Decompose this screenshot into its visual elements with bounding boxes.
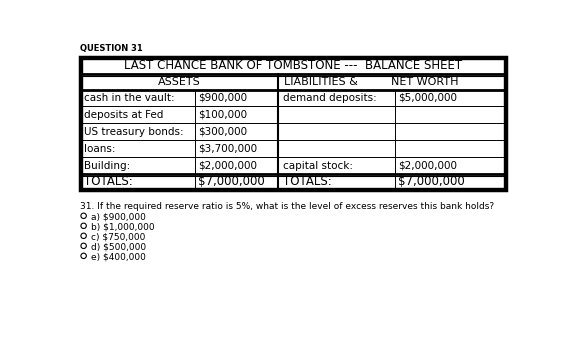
Text: e) $400,000: e) $400,000 (92, 253, 146, 262)
Text: capital stock:: capital stock: (283, 161, 353, 171)
Text: LIABILITIES &: LIABILITIES & (284, 77, 358, 87)
Text: 31. If the required reserve ratio is 5%, what is the level of excess reserves th: 31. If the required reserve ratio is 5%,… (79, 202, 494, 211)
Text: LAST CHANCE BANK OF TOMBSTONE ---  BALANCE SHEET: LAST CHANCE BANK OF TOMBSTONE --- BALANC… (124, 59, 462, 72)
Bar (79, 57, 506, 190)
Text: $900,000: $900,000 (198, 93, 247, 103)
Text: $2,000,000: $2,000,000 (398, 161, 457, 171)
Text: NET WORTH: NET WORTH (391, 77, 459, 87)
Text: $100,000: $100,000 (198, 110, 247, 120)
Text: b) $1,000,000: b) $1,000,000 (92, 223, 155, 232)
Text: US treasury bonds:: US treasury bonds: (85, 127, 184, 137)
Text: deposits at Fed: deposits at Fed (85, 110, 164, 120)
Text: a) $900,000: a) $900,000 (92, 213, 146, 222)
Bar (82, 59, 504, 188)
Text: $300,000: $300,000 (198, 127, 247, 137)
Text: Building:: Building: (85, 161, 131, 171)
Text: $7,000,000: $7,000,000 (198, 175, 265, 188)
Text: d) $500,000: d) $500,000 (92, 243, 146, 252)
Text: $2,000,000: $2,000,000 (198, 161, 257, 171)
Text: QUESTION 31: QUESTION 31 (79, 44, 142, 53)
Text: $5,000,000: $5,000,000 (398, 93, 457, 103)
Text: TOTALS:: TOTALS: (283, 175, 331, 188)
Text: c) $750,000: c) $750,000 (92, 233, 146, 242)
Text: cash in the vault:: cash in the vault: (85, 93, 175, 103)
Text: ASSETS: ASSETS (157, 77, 200, 87)
Text: $7,000,000: $7,000,000 (398, 175, 465, 188)
Text: demand deposits:: demand deposits: (283, 93, 376, 103)
Text: TOTALS:: TOTALS: (85, 175, 133, 188)
Text: $3,700,000: $3,700,000 (198, 144, 257, 154)
Text: loans:: loans: (85, 144, 116, 154)
